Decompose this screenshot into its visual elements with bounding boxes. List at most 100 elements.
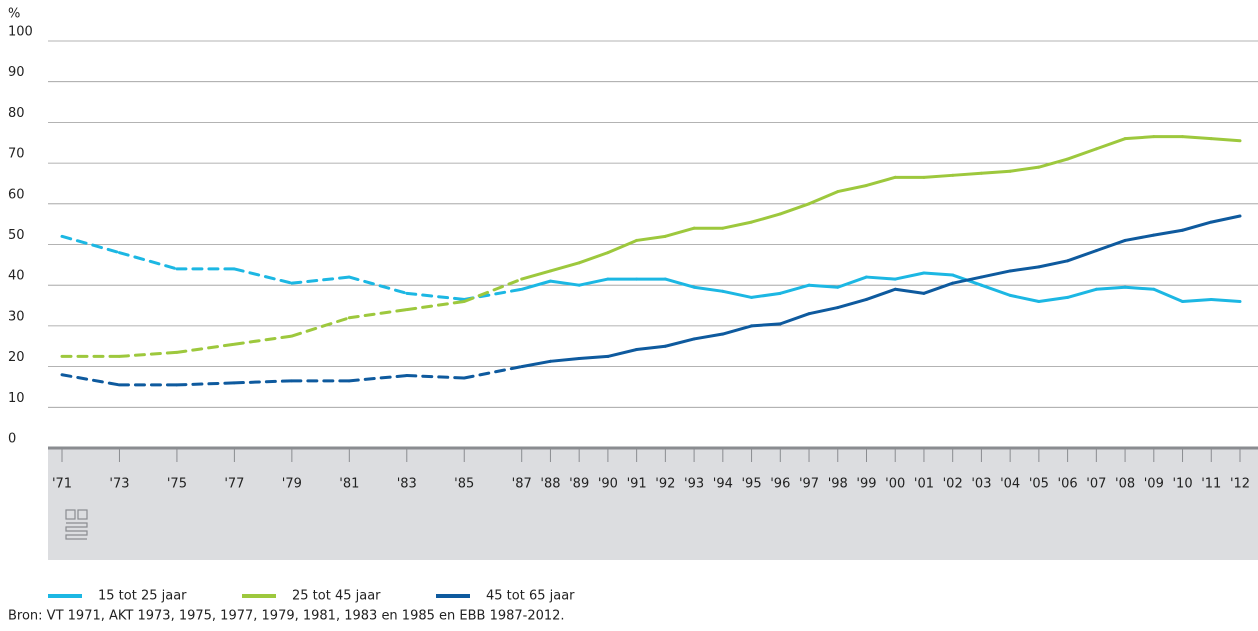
y-tick-label: 20: [8, 350, 25, 365]
line-segment: [405, 299, 466, 312]
line-segment: [1152, 287, 1185, 303]
x-tick-label: '95: [741, 477, 761, 492]
cbs-logo: [65, 509, 88, 540]
x-tick-label: '01: [914, 477, 934, 492]
line-segment: [663, 277, 696, 289]
line-segment: [979, 269, 1012, 279]
x-tick-label: '96: [770, 477, 790, 492]
line-segment: [290, 316, 351, 338]
line-segment: [864, 275, 897, 281]
x-tick-label: '93: [684, 477, 704, 492]
x-tick-label: '11: [1201, 477, 1221, 492]
legend-label: 25 tot 45 jaar: [292, 589, 381, 604]
x-tick-label: '02: [943, 477, 963, 492]
line-segment: [1181, 220, 1213, 232]
x-tick-label: '10: [1172, 477, 1192, 492]
x-tick-label: '73: [109, 477, 129, 492]
line-segment: [175, 342, 236, 354]
line-segment: [836, 297, 868, 310]
line-segment: [1037, 259, 1070, 269]
line-segment: [1066, 147, 1098, 161]
line-segment: [864, 287, 897, 301]
line-segment: [922, 281, 955, 295]
line-segment: [606, 348, 639, 358]
line-segment: [347, 308, 409, 320]
line-segment: [1008, 265, 1041, 273]
x-tick-label: '88: [540, 477, 560, 492]
source: Bron: VT 1971, AKT 1973, 1975, 1977, 197…: [8, 609, 565, 624]
y-tick-label: 100: [8, 25, 33, 40]
line-segment: [232, 267, 294, 285]
line-segment: [520, 269, 552, 281]
line-segment: [232, 334, 294, 346]
legend-label: 45 tot 65 jaar: [486, 589, 575, 604]
line-segment: [1123, 135, 1156, 141]
line-segment: [347, 275, 409, 295]
line-segment: [347, 374, 409, 383]
y-tick-label: 30: [8, 309, 25, 324]
line-segment: [1066, 287, 1098, 299]
x-tick-label: '03: [971, 477, 991, 492]
line-segment: [836, 275, 868, 289]
y-tick-label: 10: [8, 391, 25, 406]
y-tick-label: 70: [8, 147, 25, 162]
line-segment: [548, 356, 581, 363]
line-segment: [1209, 214, 1242, 224]
line-segment: [1123, 285, 1156, 291]
y-tick-label: 60: [8, 187, 25, 202]
line-segment: [60, 373, 121, 387]
x-tick-label: '07: [1086, 477, 1106, 492]
line-segment: [577, 354, 610, 360]
line-segment: [864, 175, 897, 187]
x-tick-label: '09: [1144, 477, 1164, 492]
line-segment: [663, 226, 696, 238]
line-segment: [893, 271, 926, 281]
x-tick-label: '92: [655, 477, 675, 492]
y-tick-label: 90: [8, 65, 25, 80]
x-tick-label: '04: [1000, 477, 1020, 492]
line-segment: [1037, 157, 1070, 169]
line-segment: [520, 279, 552, 291]
x-tick-label: '77: [224, 477, 244, 492]
line-segment: [922, 173, 955, 179]
line-segment: [117, 350, 179, 358]
line-segment: [750, 212, 782, 224]
x-tick-label: '06: [1058, 477, 1078, 492]
line-segment: [577, 277, 610, 287]
x-tick-label: '00: [885, 477, 905, 492]
line-segment: [922, 271, 955, 277]
line-segment: [520, 359, 552, 369]
line-segment: [405, 374, 466, 380]
line-segment: [462, 277, 524, 303]
x-tick-label: '99: [856, 477, 876, 492]
x-tick-label: '85: [454, 477, 474, 492]
line-segment: [1066, 249, 1098, 263]
x-tick-label: '05: [1029, 477, 1049, 492]
line-segment: [1094, 137, 1127, 151]
x-tick-label: '98: [828, 477, 848, 492]
line-segment: [1094, 238, 1127, 253]
x-tick-label: '08: [1115, 477, 1135, 492]
line-segment: [1209, 137, 1242, 143]
line-segment: [606, 238, 639, 255]
line-segment: [807, 306, 840, 316]
y-tick-label: 40: [8, 269, 25, 284]
line-segment: [663, 337, 696, 348]
x-tick-label: '94: [713, 477, 733, 492]
line-segment: [232, 379, 294, 385]
x-tick-label: '97: [799, 477, 819, 492]
x-tick-label: '79: [282, 477, 302, 492]
line-segment: [175, 381, 236, 387]
line-segment: [951, 171, 983, 177]
line-segment: [1008, 165, 1041, 173]
line-segment: [577, 251, 610, 265]
x-tick-label: '75: [167, 477, 187, 492]
line-segment: [1008, 293, 1041, 303]
line-segment: [1037, 295, 1070, 303]
line-segment: [548, 261, 581, 273]
line-segment: [117, 251, 179, 271]
line-segment: [692, 285, 725, 293]
y-tick-label: 0: [8, 432, 16, 447]
x-tick-label: '87: [512, 477, 532, 492]
